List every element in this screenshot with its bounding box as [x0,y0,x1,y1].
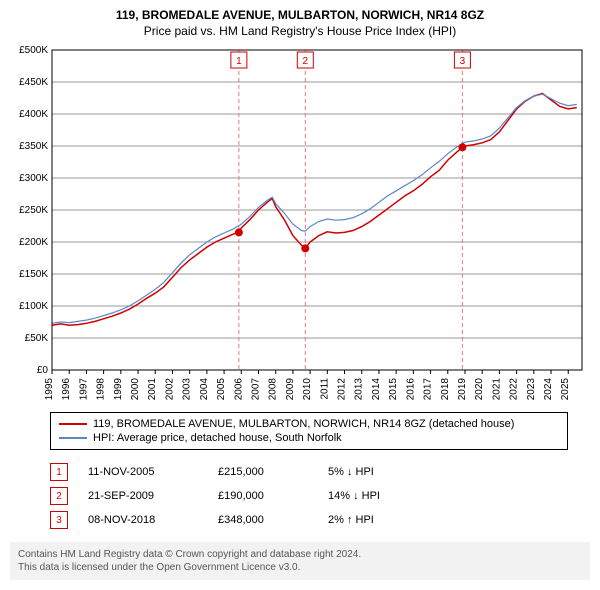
transaction-row: 3 08-NOV-2018 £348,000 2% ↑ HPI [50,508,590,532]
svg-text:1996: 1996 [61,378,72,401]
legend-label-hpi: HPI: Average price, detached house, Sout… [93,432,342,444]
svg-text:£500K: £500K [19,45,48,56]
transaction-hpi-delta: 5% ↓ HPI [328,466,418,478]
chart-subtitle: Price paid vs. HM Land Registry's House … [10,24,590,38]
svg-text:2020: 2020 [474,378,485,401]
footer-line-2: This data is licensed under the Open Gov… [18,561,582,574]
svg-text:£0: £0 [37,365,49,376]
transaction-badge: 3 [50,511,68,529]
transaction-date: 08-NOV-2018 [88,514,198,526]
legend-swatch-property [59,423,87,425]
svg-text:2009: 2009 [285,378,296,401]
svg-text:2011: 2011 [319,378,330,400]
legend-label-property: 119, BROMEDALE AVENUE, MULBARTON, NORWIC… [93,418,514,430]
transaction-date: 21-SEP-2009 [88,490,198,502]
svg-text:2006: 2006 [233,378,244,401]
svg-text:2: 2 [303,56,309,67]
transactions-table: 1 11-NOV-2005 £215,000 5% ↓ HPI 2 21-SEP-2009… [50,460,590,532]
svg-text:2021: 2021 [491,378,502,401]
svg-text:2012: 2012 [337,378,348,401]
legend-box: 119, BROMEDALE AVENUE, MULBARTON, NORWIC… [50,412,568,450]
transaction-badge: 1 [50,463,68,481]
svg-text:2025: 2025 [560,378,571,401]
line-chart: £0 £50K £100K £150K £200K £250K £300K £350K £400… [10,44,590,404]
transaction-row: 2 21-SEP-2009 £190,000 14% ↓ HPI [50,484,590,508]
svg-text:1998: 1998 [96,378,107,401]
svg-text:2015: 2015 [388,378,399,401]
svg-text:1999: 1999 [113,378,124,401]
transaction-hpi-delta: 14% ↓ HPI [328,490,418,502]
svg-text:1: 1 [236,56,242,67]
svg-text:2008: 2008 [268,378,279,401]
svg-text:2007: 2007 [250,378,261,401]
svg-text:£150K: £150K [19,269,48,280]
svg-text:2013: 2013 [354,378,365,401]
svg-text:2023: 2023 [526,378,537,401]
footer-line-1: Contains HM Land Registry data © Crown c… [18,548,582,561]
svg-text:3: 3 [460,56,466,67]
chart-title: 119, BROMEDALE AVENUE, MULBARTON, NORWIC… [10,8,590,22]
svg-text:£450K: £450K [19,77,48,88]
svg-text:2018: 2018 [440,378,451,401]
svg-text:2003: 2003 [182,378,193,401]
svg-text:£400K: £400K [19,109,48,120]
svg-text:2017: 2017 [423,378,434,401]
transaction-price: £190,000 [218,490,308,502]
attribution-footer: Contains HM Land Registry data © Crown c… [10,542,590,580]
legend-swatch-hpi [59,437,87,439]
svg-text:2022: 2022 [509,378,520,401]
svg-text:£100K: £100K [19,301,48,312]
svg-text:1997: 1997 [78,378,89,401]
svg-text:2001: 2001 [147,378,158,401]
transaction-date: 11-NOV-2005 [88,466,198,478]
legend-item-hpi: HPI: Average price, detached house, Sout… [59,431,559,445]
svg-text:£200K: £200K [19,237,48,248]
transaction-price: £348,000 [218,514,308,526]
svg-text:2004: 2004 [199,378,210,401]
svg-text:2002: 2002 [164,378,175,401]
svg-text:2000: 2000 [130,378,141,401]
transaction-price: £215,000 [218,466,308,478]
svg-text:2024: 2024 [543,378,554,401]
svg-text:2014: 2014 [371,378,382,401]
svg-text:2016: 2016 [405,378,416,401]
svg-text:£350K: £350K [19,141,48,152]
svg-text:2019: 2019 [457,378,468,401]
svg-text:£300K: £300K [19,173,48,184]
chart-container: 119, BROMEDALE AVENUE, MULBARTON, NORWIC… [0,0,600,590]
transaction-badge: 2 [50,487,68,505]
transaction-hpi-delta: 2% ↑ HPI [328,514,418,526]
svg-text:£250K: £250K [19,205,48,216]
svg-text:1995: 1995 [44,378,55,401]
svg-text:2010: 2010 [302,378,313,401]
svg-text:2005: 2005 [216,378,227,401]
svg-text:£50K: £50K [25,333,49,344]
transaction-row: 1 11-NOV-2005 £215,000 5% ↓ HPI [50,460,590,484]
legend-item-property: 119, BROMEDALE AVENUE, MULBARTON, NORWIC… [59,417,559,431]
